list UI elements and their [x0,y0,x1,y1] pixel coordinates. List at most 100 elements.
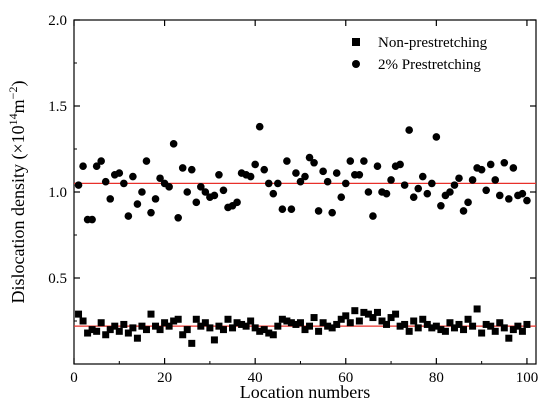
data-point [332,169,341,177]
data-point [201,319,209,327]
data-point [296,177,305,186]
data-point [346,157,355,165]
data-point [255,122,264,131]
y-axis-title-close: ) [8,81,29,87]
data-point [301,326,309,334]
data-point [495,191,504,200]
data-point [428,324,436,332]
x-tick-label: 0 [70,370,78,386]
series-square [75,305,531,347]
data-point [324,322,332,330]
data-point [405,126,413,134]
data-point [283,317,291,325]
data-point [478,329,486,337]
axis-ticks: 0 20 40 60 80 100 0.5 1.0 1.5 2.0 [48,13,538,386]
data-point [387,314,395,322]
legend-square-marker [352,38,360,46]
data-point [88,326,96,334]
data-point [206,324,214,332]
data-point [161,319,169,327]
data-point [111,322,119,330]
data-series [74,122,531,347]
data-point [441,327,449,335]
data-point [437,201,445,210]
data-point [156,174,164,183]
data-point [351,307,359,315]
data-point [414,324,422,332]
y-tick-label: 1.5 [48,99,67,115]
data-point [233,319,241,327]
data-point [301,172,309,181]
y-axis-title-exponent: 14 [6,113,20,125]
data-point [518,189,527,198]
data-point [314,207,323,215]
data-point [500,324,508,332]
data-point [437,326,445,334]
series-circle [74,122,531,224]
data-point [323,177,332,186]
data-point [97,157,105,165]
data-point [92,162,101,170]
data-point [401,320,409,328]
data-point [283,157,291,165]
data-point [369,212,377,220]
data-point [319,319,327,327]
data-point [287,205,296,213]
data-point [328,208,336,217]
data-point [464,315,472,323]
data-point [169,140,178,148]
data-point [101,177,110,186]
data-point [396,160,404,169]
data-point [477,165,486,174]
data-point [346,319,354,327]
y-axis-title: Dislocation density (×1014m−2) [6,81,29,304]
data-point [505,334,513,342]
data-point [242,322,250,330]
data-point [315,327,323,335]
data-point [210,191,219,200]
data-point [152,322,160,330]
data-point [392,310,400,318]
legend-label: Non-prestretching [378,35,488,51]
data-point [491,327,499,335]
x-axis-title: Location numbers [240,382,370,402]
data-point [165,322,173,330]
data-point [74,181,83,189]
data-point [305,153,314,162]
data-point [523,320,531,328]
data-point [215,322,223,330]
data-point [468,176,477,184]
data-point [156,326,164,334]
data-point [446,319,454,327]
data-point [269,331,277,339]
data-point [355,317,363,325]
data-point [364,188,373,196]
data-point [450,181,459,189]
data-point [183,188,192,196]
data-point [473,305,481,313]
y-axis-title-unit: m [8,99,28,113]
data-point [183,326,191,334]
legend: Non-prestretching 2% Prestretching [352,35,488,73]
data-point [487,322,495,330]
data-point [333,320,341,328]
data-point [79,317,87,325]
data-point [382,189,391,198]
data-point [410,317,418,325]
x-tick-label: 80 [429,370,444,386]
data-point [342,312,350,320]
data-point [133,200,142,208]
data-point [455,320,463,328]
data-point [120,320,128,328]
data-point [450,324,458,332]
data-point [179,331,187,339]
data-point [469,322,477,330]
data-point [106,326,114,334]
data-point [482,320,490,328]
x-tick-label: 60 [338,370,353,386]
data-point [337,193,346,201]
data-point [464,198,472,207]
data-point [287,319,295,327]
data-point [509,164,518,172]
